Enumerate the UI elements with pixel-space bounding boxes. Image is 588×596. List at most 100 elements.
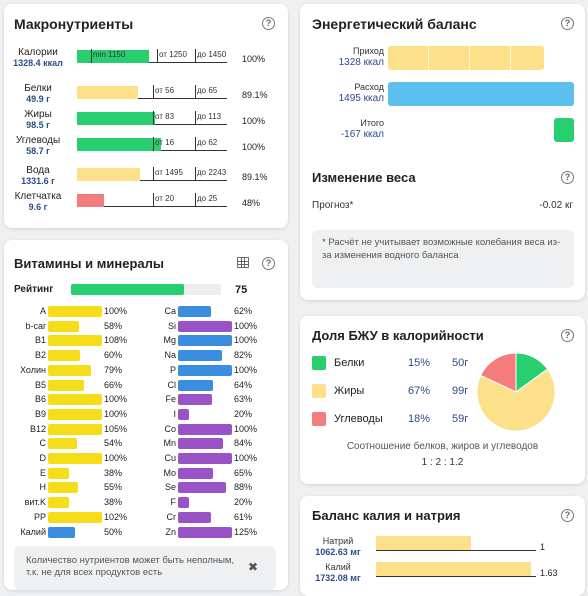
- vitamin-pct: 20%: [234, 409, 253, 419]
- vitamin-name: Mn: [163, 438, 176, 448]
- energy-track: [388, 82, 574, 106]
- vitamin-pct: 61%: [234, 512, 253, 522]
- vitamin-name: Se: [164, 482, 176, 492]
- vitamin-bar: [48, 468, 69, 479]
- help-icon[interactable]: ?: [561, 509, 574, 522]
- energy-value: 1495 ккал: [338, 93, 384, 104]
- vitamin-name: F: [170, 497, 177, 507]
- vitamin-name: PP: [33, 512, 46, 522]
- table-icon[interactable]: [237, 257, 249, 268]
- macro-value: 9.6 г: [28, 202, 48, 212]
- energy-name: Расход: [354, 82, 384, 92]
- macro-name: Вода: [26, 165, 50, 176]
- vitamin-bar: [48, 365, 91, 376]
- vitamin-bar: [48, 335, 102, 346]
- help-icon[interactable]: ?: [561, 171, 574, 184]
- vitamin-name: Mg: [163, 335, 176, 345]
- vitamin-pct: 100%: [234, 321, 258, 331]
- vitamin-bar: [178, 335, 232, 346]
- vitamin-bar: [178, 482, 226, 493]
- vitamin-pct: 100%: [104, 409, 128, 419]
- macro-name: Белки: [24, 83, 52, 94]
- macro-mark: до 25: [197, 194, 218, 203]
- vitamin-bar: [178, 365, 232, 376]
- macro-name: Клетчатка: [14, 191, 62, 202]
- energy-track: [388, 118, 574, 142]
- vitamin-pct: 63%: [234, 394, 253, 404]
- vitamin-bar: [48, 394, 102, 405]
- energy-name: Итого: [360, 118, 384, 128]
- vitamin-bar: [178, 380, 213, 391]
- macro-value: 1331.6 г: [21, 176, 55, 186]
- energy-value: 1328 ккал: [338, 57, 384, 68]
- kna-name: Натрий: [322, 536, 354, 546]
- energy-bar: [554, 118, 574, 142]
- bju-name: Углеводы: [334, 413, 383, 425]
- macro-mark: от 56: [155, 86, 175, 95]
- forecast-label: Прогноз*: [312, 200, 354, 211]
- macro-tick: [195, 111, 196, 125]
- help-icon[interactable]: ?: [561, 329, 574, 342]
- close-icon[interactable]: ✖: [248, 560, 259, 574]
- energy-bar: [388, 46, 544, 70]
- help-icon[interactable]: ?: [262, 257, 275, 270]
- energy-value: -167 ккал: [340, 129, 384, 140]
- kna-num: 1.63: [540, 568, 558, 578]
- vitamins-note: Количество нутриентов может быть неполны…: [14, 546, 276, 590]
- vitamin-pct: 84%: [234, 438, 253, 448]
- vitamin-bar: [48, 321, 79, 332]
- vitamins-note-text: Количество нутриентов может быть неполны…: [26, 555, 235, 578]
- vitamin-bar: [48, 380, 84, 391]
- macro-mark: от 1250: [159, 50, 187, 59]
- macro-pct: 100%: [242, 116, 266, 126]
- energy-label: Расход 1495 ккал: [308, 82, 384, 104]
- vitamin-pct: 108%: [104, 335, 128, 345]
- macro-tick: [195, 85, 196, 99]
- vitamin-bar: [48, 424, 102, 435]
- vitamin-name: C: [39, 438, 47, 448]
- macro-label: Белки 49.9 г: [8, 83, 68, 105]
- macro-bar: [77, 86, 138, 99]
- vitamin-pct: 88%: [234, 482, 253, 492]
- bju-pct: 15%: [408, 357, 431, 369]
- vitamin-name: вит.K: [24, 497, 46, 507]
- vitamin-bar: [178, 350, 222, 361]
- vitamin-pct: 100%: [104, 306, 128, 316]
- macro-tick: [91, 49, 92, 63]
- vitamin-name: Na: [164, 350, 176, 360]
- vitamin-name: Cl: [167, 380, 177, 390]
- forecast-value: -0.02 кг: [539, 200, 573, 211]
- macro-baseline: [77, 180, 227, 181]
- macro-tick: [153, 137, 154, 151]
- vitamin-pct: 100%: [234, 424, 258, 434]
- vitamin-name: Si: [167, 321, 176, 331]
- vitamin-name: A: [39, 306, 46, 316]
- macro-label: Клетчатка 9.6 г: [8, 191, 68, 213]
- vitamin-bar: [178, 424, 232, 435]
- rating-track: [71, 284, 221, 295]
- help-icon[interactable]: ?: [561, 17, 574, 30]
- macro-mark: до 65: [197, 86, 218, 95]
- macro-tick: [153, 167, 154, 181]
- macro-tick: [157, 49, 158, 63]
- macro-bar: [77, 50, 149, 63]
- vitamin-name: Zn: [165, 527, 176, 537]
- bju-pie-slice: [476, 368, 556, 432]
- macro-label: Вода 1331.6 г: [8, 165, 68, 187]
- help-icon[interactable]: ?: [262, 17, 275, 30]
- macro-pct: 100%: [242, 142, 266, 152]
- macro-value: 49.9 г: [26, 94, 50, 104]
- macro-pct: 48%: [242, 198, 261, 208]
- rating-label: Рейтинг: [14, 284, 54, 295]
- vitamin-bar: [178, 321, 232, 332]
- bju-pct: 67%: [408, 385, 431, 397]
- vitamin-name: Калий: [20, 527, 46, 537]
- macro-pct: 89.1%: [242, 90, 268, 100]
- weight-title: Изменение веса: [312, 170, 416, 185]
- macro-label: Калории 1328.4 ккал: [8, 48, 68, 69]
- energy-bar: [388, 82, 574, 106]
- bju-name: Белки: [334, 357, 365, 369]
- bju-card: Доля БЖУ в калорийности ? Белки 15% 50г Жир…: [300, 316, 585, 484]
- vitamin-pct: 64%: [234, 380, 253, 390]
- vitamin-pct: 82%: [234, 350, 253, 360]
